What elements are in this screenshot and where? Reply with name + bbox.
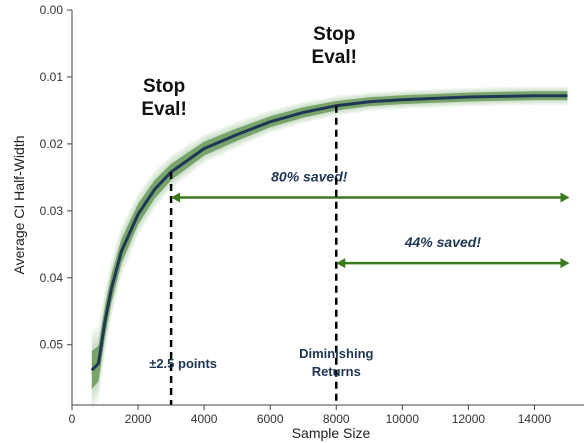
saved-span-arrowhead-left: [336, 258, 346, 269]
x-tick-label: 4000: [191, 412, 218, 426]
marker-label-line: Diminishing: [299, 346, 373, 361]
x-axis-ticks: 0 2000 4000 6000 8000 10000 12000 14000: [69, 405, 552, 426]
y-tick-label: 0.00: [40, 3, 64, 17]
x-tick-label: 14000: [518, 412, 552, 426]
saved-span-arrowhead-right: [560, 258, 570, 269]
marker-label-line: ±2.5 points: [149, 356, 217, 371]
stop-eval-line: Eval!: [312, 47, 357, 68]
marker-label: ±2.5 points: [149, 356, 217, 371]
saved-percent-label: 44% saved!: [404, 234, 482, 250]
marker-label-line: Returns: [312, 364, 361, 379]
y-tick-label: 0.02: [40, 137, 64, 151]
stop-eval-label: Stop Eval!: [312, 24, 357, 68]
mean-series-line: [90, 94, 568, 372]
y-tick-label: 0.04: [40, 271, 64, 285]
x-tick-label: 0: [69, 412, 76, 426]
x-tick-label: 12000: [452, 412, 486, 426]
y-tick-label: 0.03: [40, 204, 64, 218]
stop-eval-label: Stop Eval!: [141, 76, 186, 120]
stop-eval-line: Eval!: [141, 99, 186, 120]
y-axis-ticks: 0.00 0.01 0.02 0.03 0.04 0.05: [40, 3, 72, 352]
x-tick-label: 2000: [125, 412, 152, 426]
x-tick-label: 6000: [257, 412, 284, 426]
y-tick-label: 0.01: [40, 70, 64, 84]
stop-eval-line: Stop: [313, 24, 355, 45]
x-tick-label: 8000: [323, 412, 350, 426]
saved-span-arrowhead-right: [560, 192, 570, 203]
y-axis-title: Average CI Half-Width: [11, 135, 27, 274]
saved-span-arrowhead-left: [171, 192, 181, 203]
stop-eval-line: Stop: [143, 76, 185, 97]
y-tick-label: 0.05: [40, 338, 64, 352]
band-core: [91, 91, 568, 390]
x-tick-label: 10000: [386, 412, 420, 426]
marker-label: Diminishing Returns: [299, 346, 373, 379]
x-axis-title: Sample Size: [292, 425, 371, 441]
saved-percent-label: 80% saved!: [271, 168, 348, 184]
